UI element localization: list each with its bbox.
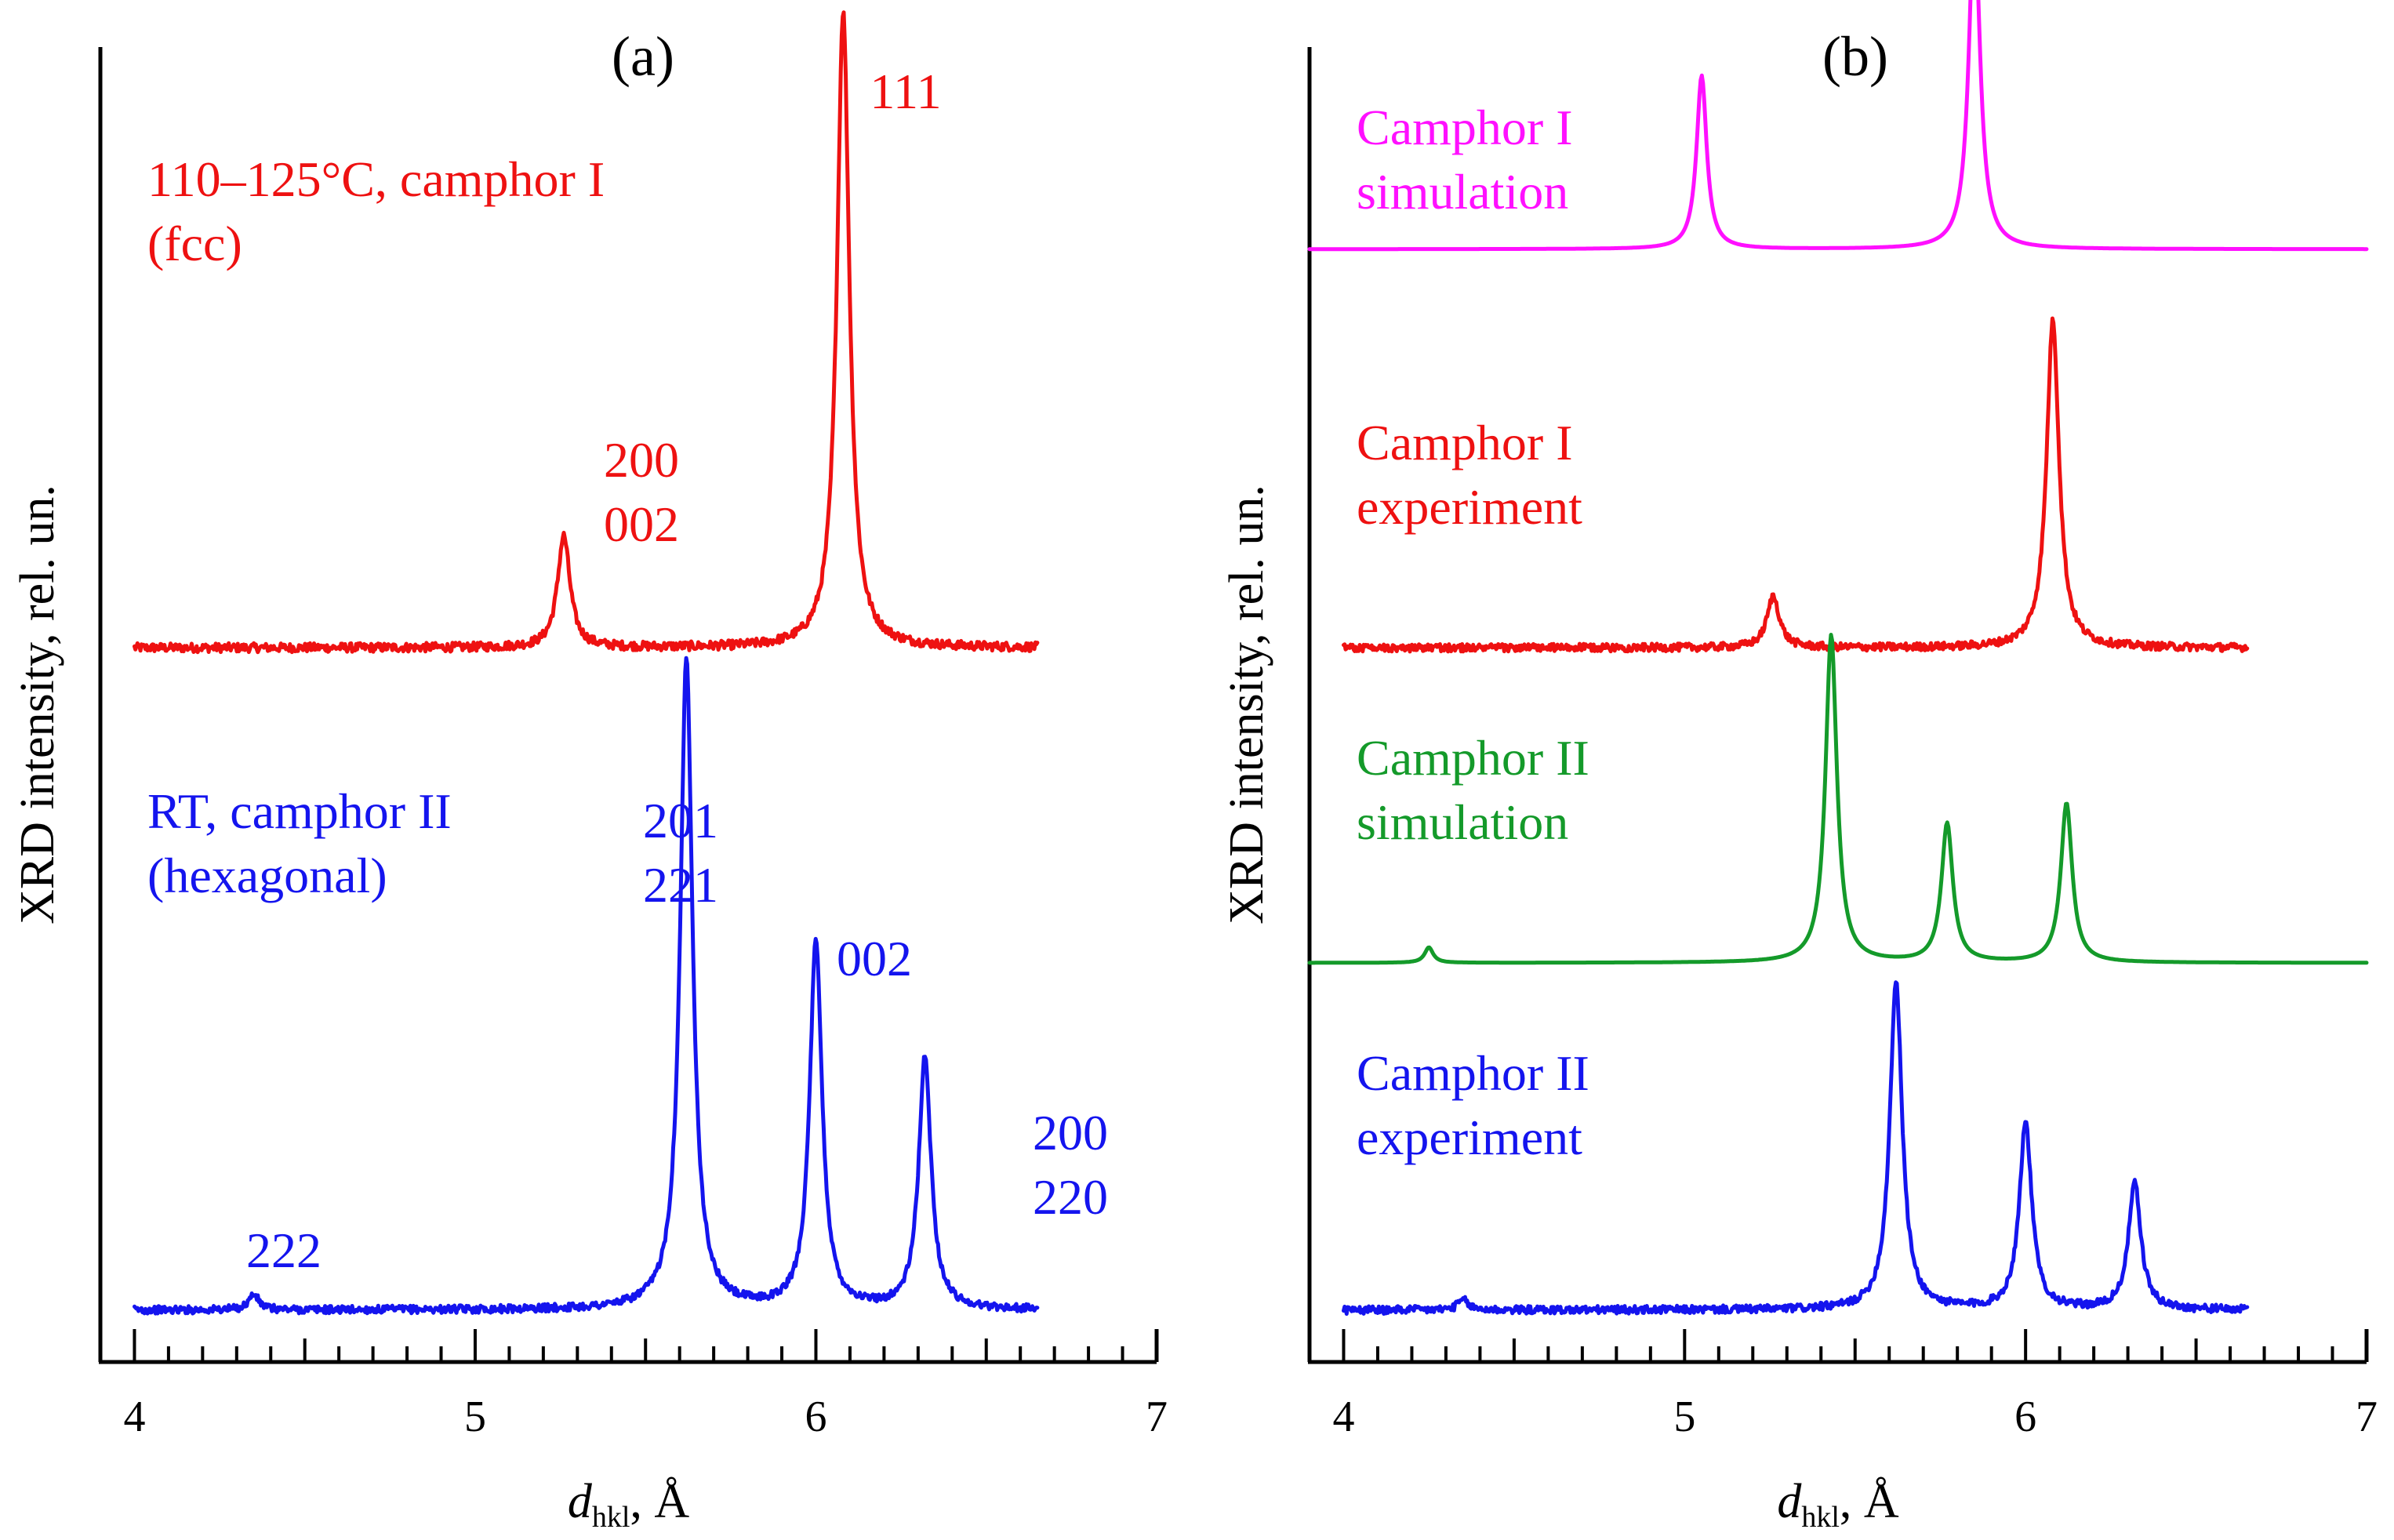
x-tick-label: 7 — [1146, 1393, 1168, 1441]
hkl-label: 002 — [837, 931, 912, 986]
series-label: 110–125°C, camphor I — [147, 151, 605, 207]
x-tick-label: 4 — [1332, 1393, 1354, 1441]
hkl-label: 200 — [604, 432, 679, 488]
x-tick-label: 7 — [2356, 1393, 2378, 1441]
series-label: simulation — [1357, 164, 1568, 220]
series-label: (hexagonal) — [147, 848, 387, 903]
x-axis-label: dhkl, Å — [568, 1475, 690, 1534]
series-label: Camphor I — [1357, 100, 1573, 155]
hkl-label: 200 — [1033, 1105, 1108, 1160]
hkl-label: 201 — [643, 793, 718, 848]
x-axis-label: dhkl, Å — [1777, 1475, 1899, 1534]
x-tick-label: 4 — [123, 1393, 145, 1441]
hkl-label: 221 — [643, 857, 718, 913]
series-label: RT, camphor II — [147, 783, 452, 839]
series-curve-camphor-ii-simulation — [1307, 633, 2369, 965]
panel-label: (a) — [612, 25, 674, 88]
series-curve-rt-camphor-ii-hexagonal- — [133, 656, 1040, 1316]
panel-a: 4 5 6 7 dhkl, Å XRD intensity, rel. un. (a) 110… — [11, 10, 1168, 1534]
series-curve-camphor-i-experiment — [1342, 316, 2250, 654]
series-curve-camphor-ii-experiment — [1342, 980, 2250, 1316]
series-curve-camphor-i-simulation — [1307, 0, 2369, 252]
series-label: experiment — [1357, 479, 1582, 535]
series-label: experiment — [1357, 1110, 1582, 1165]
panel-b: 4 5 6 7 dhkl, Å XRD intensity, rel. un. (b) Cam… — [1220, 0, 2378, 1534]
panel-label: (b) — [1822, 25, 1888, 88]
hkl-label: 222 — [246, 1222, 322, 1278]
y-axis-label: XRD intensity, rel. un. — [1220, 485, 1273, 924]
series-label: simulation — [1357, 794, 1568, 850]
x-tick-label: 6 — [805, 1393, 826, 1441]
series-curve-110-125-c-camphor-i-fcc- — [133, 10, 1040, 655]
hkl-label: 111 — [870, 64, 941, 119]
y-axis-label: XRD intensity, rel. un. — [11, 485, 64, 924]
x-tick-label: 5 — [1673, 1393, 1695, 1441]
series-label: Camphor I — [1357, 415, 1573, 470]
x-tick-label: 6 — [2014, 1393, 2036, 1441]
series-label: Camphor II — [1357, 730, 1589, 786]
series-label: Camphor II — [1357, 1045, 1589, 1101]
x-tick-label: 5 — [464, 1393, 486, 1441]
hkl-label: 220 — [1033, 1169, 1108, 1225]
hkl-label: 002 — [604, 496, 679, 552]
series-label: (fcc) — [147, 216, 242, 271]
